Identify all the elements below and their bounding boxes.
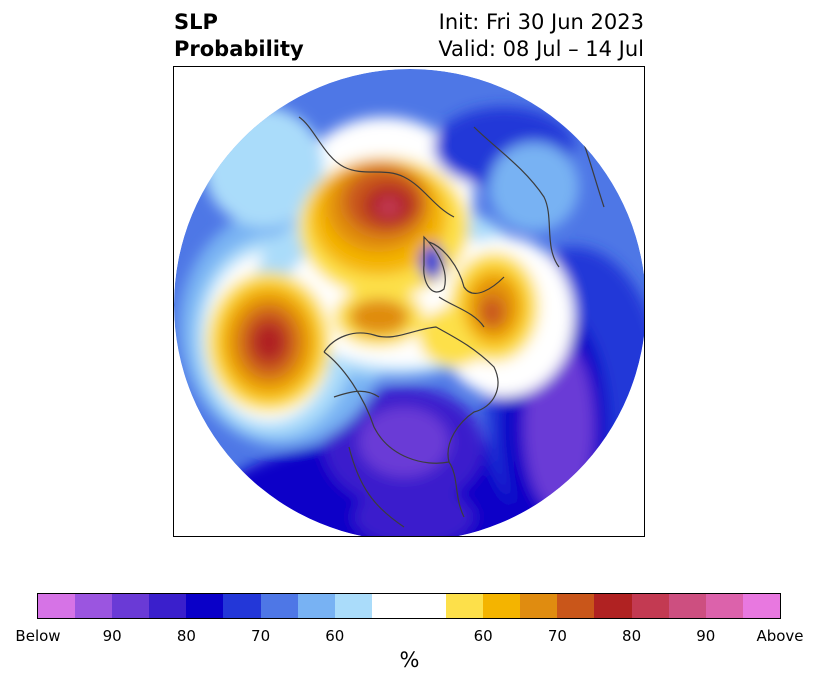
colorbar-segment xyxy=(446,594,484,618)
colorbar-ticks: Below 90 80 70 60 60 70 80 90 Above xyxy=(0,627,819,647)
colorbar-tick-label: 60 xyxy=(473,627,493,645)
colorbar-segment xyxy=(557,594,595,618)
colorbar-segment xyxy=(186,594,224,618)
colorbar-tick-label: 80 xyxy=(622,627,642,645)
colorbar-segment xyxy=(149,594,187,618)
colorbar xyxy=(37,593,781,619)
chart-title-right: Init: Fri 30 Jun 2023 Valid: 08 Jul – 14… xyxy=(438,9,644,63)
colorbar-segment xyxy=(742,594,780,618)
init-date: Init: Fri 30 Jun 2023 xyxy=(438,10,644,34)
title-variable: SLP xyxy=(174,10,218,34)
colorbar-segment xyxy=(594,594,632,618)
colorbar-segment xyxy=(631,594,669,618)
colorbar-tick-label: 80 xyxy=(176,627,196,645)
title-type: Probability xyxy=(174,37,304,61)
colorbar-tick-label: Above xyxy=(756,627,804,645)
coastlines xyxy=(298,106,605,528)
colorbar-segment xyxy=(483,594,521,618)
colorbar-segment xyxy=(705,594,743,618)
valid-range: Valid: 08 Jul – 14 Jul xyxy=(438,37,644,61)
colorbar-tick-label: 90 xyxy=(696,627,716,645)
colorbar-tick-label: Below xyxy=(15,627,61,645)
colorbar-segment xyxy=(334,594,372,618)
chart-title-left: SLP Probability xyxy=(174,9,304,63)
colorbar-tick-label: 70 xyxy=(251,627,271,645)
colorbar-segment xyxy=(297,594,335,618)
colorbar-segment xyxy=(408,594,447,618)
probability-field xyxy=(174,69,644,536)
colorbar-segment xyxy=(260,594,298,618)
colorbar-segment xyxy=(112,594,150,618)
colorbar-segment xyxy=(520,594,558,618)
colorbar-segment xyxy=(38,594,76,618)
colorbar-tick-label: 90 xyxy=(102,627,122,645)
colorbar-segment xyxy=(371,594,409,618)
polar-map xyxy=(174,69,644,536)
colorbar-tick-label: 60 xyxy=(325,627,345,645)
colorbar-tick-label: 70 xyxy=(547,627,567,645)
colorbar-segment xyxy=(668,594,706,618)
colorbar-segment xyxy=(75,594,113,618)
colorbar-segment xyxy=(223,594,261,618)
colorbar-unit: % xyxy=(399,648,420,672)
map-panel xyxy=(173,66,645,537)
